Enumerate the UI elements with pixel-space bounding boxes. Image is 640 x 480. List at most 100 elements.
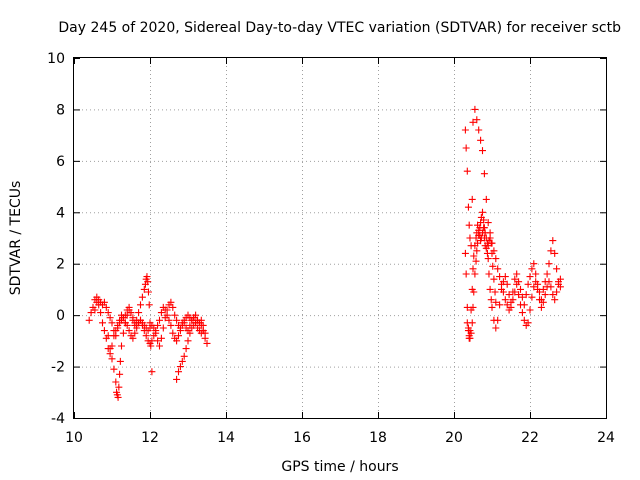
data-point xyxy=(484,255,492,263)
data-point xyxy=(165,316,173,324)
data-point xyxy=(114,324,122,332)
y-tick-label: 8 xyxy=(56,102,65,118)
data-point xyxy=(87,309,95,317)
data-point xyxy=(104,332,112,340)
data-point xyxy=(486,234,494,242)
data-point xyxy=(100,327,108,335)
y-tick-label: 2 xyxy=(56,257,65,273)
data-point xyxy=(536,296,543,304)
data-point xyxy=(551,249,559,257)
data-point xyxy=(97,309,105,317)
data-point xyxy=(140,285,148,293)
data-point xyxy=(479,208,486,216)
data-point xyxy=(138,293,146,301)
data-point xyxy=(479,147,486,155)
data-point xyxy=(541,291,549,299)
data-point xyxy=(487,239,495,247)
data-point xyxy=(551,296,559,304)
data-point xyxy=(144,278,152,286)
data-point xyxy=(480,170,488,178)
data-point xyxy=(468,319,476,327)
data-point xyxy=(547,247,555,255)
x-tick-label: 16 xyxy=(293,430,311,446)
data-point xyxy=(492,324,500,332)
data-point xyxy=(513,280,521,288)
data-point xyxy=(480,216,488,224)
data-point xyxy=(131,329,139,337)
data-point xyxy=(549,237,557,245)
data-point xyxy=(487,296,495,304)
data-point xyxy=(530,283,538,291)
data-point xyxy=(471,105,479,113)
data-point xyxy=(517,285,524,293)
data-point xyxy=(137,301,144,309)
data-point xyxy=(125,327,133,335)
data-point xyxy=(184,337,192,345)
data-point xyxy=(156,342,163,350)
data-point xyxy=(461,249,469,257)
chart-title: Day 245 of 2020, Sidereal Day-to-day VTE… xyxy=(58,20,621,36)
data-point xyxy=(135,309,143,317)
data-point xyxy=(526,273,534,281)
data-point xyxy=(467,242,475,250)
data-point xyxy=(142,332,150,340)
data-point xyxy=(520,316,528,324)
data-point xyxy=(524,280,532,288)
data-point xyxy=(537,303,545,311)
data-point xyxy=(106,345,114,353)
data-point xyxy=(171,311,179,319)
data-point xyxy=(482,195,490,203)
data-point xyxy=(545,278,553,286)
data-point xyxy=(156,316,163,324)
data-point xyxy=(173,375,181,383)
data-point xyxy=(472,257,480,265)
data-point xyxy=(197,321,205,329)
data-point xyxy=(491,288,499,296)
data-point xyxy=(484,219,492,227)
data-point xyxy=(470,252,478,260)
y-tick-label: -4 xyxy=(51,411,65,427)
data-point xyxy=(91,306,99,314)
x-tick-label: 18 xyxy=(369,430,387,446)
data-point xyxy=(173,337,181,345)
x-tick-label: 24 xyxy=(597,430,615,446)
data-point xyxy=(498,280,505,288)
data-point xyxy=(469,303,477,311)
data-point xyxy=(203,339,211,347)
grid xyxy=(74,58,606,418)
data-point xyxy=(526,306,534,314)
data-point xyxy=(85,316,93,324)
data-point xyxy=(503,301,511,309)
data-point xyxy=(539,298,547,306)
y-tick-label: 6 xyxy=(56,154,65,170)
data-point xyxy=(104,309,112,317)
data-point xyxy=(161,306,169,314)
y-tick-label: 0 xyxy=(56,308,65,324)
data-point xyxy=(123,311,131,319)
y-axis-label: SDTVAR / TECUs xyxy=(8,181,24,296)
data-point xyxy=(129,334,137,342)
x-tick-label: 14 xyxy=(217,430,235,446)
data-point xyxy=(108,355,116,363)
data-point xyxy=(106,314,114,322)
data-point xyxy=(169,329,177,337)
data-point xyxy=(157,334,165,342)
data-point xyxy=(116,370,124,378)
data-point xyxy=(175,332,182,340)
data-point xyxy=(553,288,561,296)
data-point xyxy=(140,327,148,335)
data-point xyxy=(507,303,515,311)
data-point xyxy=(553,265,561,273)
data-point xyxy=(116,316,124,324)
data-point xyxy=(112,332,120,340)
data-point xyxy=(201,334,209,342)
data-point xyxy=(468,195,476,203)
data-point xyxy=(485,270,493,278)
data-point xyxy=(501,296,509,304)
data-point xyxy=(515,291,523,299)
y-tick-label: 10 xyxy=(47,51,65,67)
data-point xyxy=(499,288,507,296)
data-point xyxy=(467,329,475,337)
x-axis-label: GPS time / hours xyxy=(281,459,398,475)
